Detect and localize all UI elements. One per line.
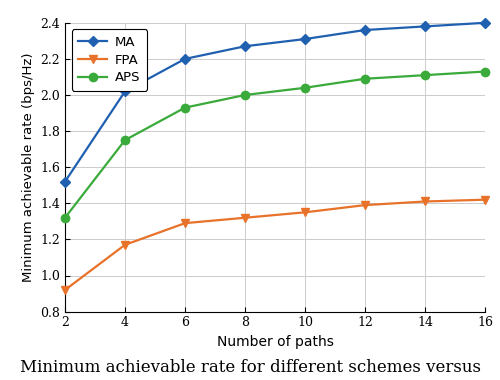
APS	[122, 138, 128, 142]
FPA	[182, 221, 188, 225]
MA	[362, 28, 368, 32]
FPA	[242, 215, 248, 220]
APS	[62, 215, 68, 220]
APS	[482, 69, 488, 74]
Legend: MA, FPA, APS: MA, FPA, APS	[72, 29, 147, 91]
Text: Minimum achievable rate for different schemes versus: Minimum achievable rate for different sc…	[20, 359, 480, 376]
APS	[182, 105, 188, 110]
FPA	[122, 242, 128, 247]
MA	[182, 57, 188, 61]
APS	[242, 93, 248, 97]
Line: MA: MA	[61, 19, 489, 185]
MA	[122, 89, 128, 93]
MA	[422, 24, 428, 29]
Y-axis label: Minimum achievable rate (bps/Hz): Minimum achievable rate (bps/Hz)	[22, 52, 35, 282]
APS	[422, 73, 428, 78]
MA	[242, 44, 248, 49]
Line: APS: APS	[61, 67, 489, 222]
MA	[482, 21, 488, 25]
FPA	[422, 199, 428, 204]
X-axis label: Number of paths: Number of paths	[216, 335, 334, 349]
FPA	[62, 288, 68, 292]
FPA	[302, 210, 308, 215]
APS	[302, 86, 308, 90]
FPA	[362, 203, 368, 207]
MA	[62, 179, 68, 184]
APS	[362, 76, 368, 81]
Line: FPA: FPA	[61, 196, 489, 294]
MA	[302, 37, 308, 41]
FPA	[482, 198, 488, 202]
